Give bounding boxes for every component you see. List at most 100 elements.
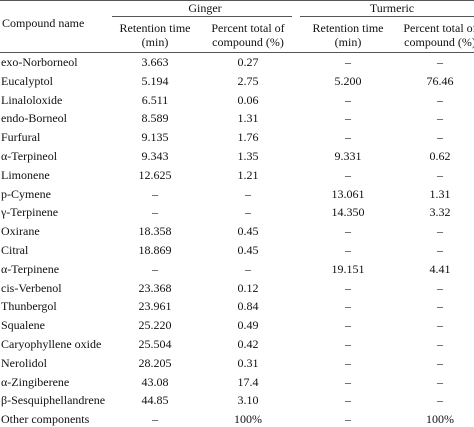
cell-value: 23.961 (138, 299, 172, 314)
compound-name: Linaloloxide (1, 92, 63, 107)
cell-value: 9.343 (141, 149, 169, 163)
top-rule (0, 0, 474, 1)
cell-value: – (437, 393, 443, 408)
cell-value: 0.84 (237, 299, 259, 314)
compound-name: α-Terpineol (1, 149, 58, 163)
cell-value: – (345, 55, 351, 69)
compound-name: Furfural (1, 130, 41, 145)
cell-value: – (152, 186, 158, 201)
cell-value: – (345, 355, 351, 370)
cell-value: 5.194 (141, 73, 169, 88)
column-header: (min) (141, 35, 169, 49)
cell-value: – (345, 393, 351, 408)
cell-value: 9.135 (141, 130, 169, 145)
cell-value: – (437, 92, 443, 107)
column-header: Percent total of (211, 21, 285, 35)
cell-value: – (437, 337, 443, 351)
compound-name: p-Cymene (1, 186, 51, 201)
compound-name: α-Zingiberene (1, 374, 70, 389)
cell-value: 43.08 (141, 374, 169, 389)
compound-name: Squalene (1, 318, 45, 333)
cell-value: 23.368 (138, 280, 172, 295)
cell-value: – (345, 111, 351, 126)
compound-name: Caryophyllene oxide (1, 337, 102, 351)
cell-value: – (245, 186, 251, 201)
cell-value: 1.35 (237, 149, 259, 163)
cell-value: 25.220 (138, 318, 172, 333)
cell-value: 28.205 (138, 355, 172, 370)
compound-name: β-Sesquiphellandrene (1, 393, 106, 408)
cell-value: – (152, 261, 158, 276)
cell-value: 1.76 (237, 130, 259, 145)
cell-value: 0.31 (237, 355, 259, 370)
compound-name: cis-Verbenol (1, 280, 62, 295)
cell-value: – (345, 167, 351, 182)
cell-value: – (345, 243, 351, 257)
compound-name: Nerolidol (1, 355, 47, 370)
cell-value: 0.27 (237, 55, 259, 69)
column-header: (min) (334, 35, 362, 49)
cell-value: 0.62 (429, 149, 451, 163)
cell-value: 3.663 (141, 55, 169, 69)
cell-value: 1.31 (237, 111, 259, 126)
cell-value: – (345, 130, 351, 145)
cell-value: – (345, 299, 351, 314)
cell-value: – (345, 412, 351, 427)
compound-name: endo-Borneol (1, 111, 67, 126)
cell-value: 13.061 (331, 186, 365, 201)
cell-value: 6.511 (141, 92, 169, 107)
cell-value: 0.45 (237, 224, 259, 239)
compound-name: exo-Norborneol (1, 55, 78, 69)
cell-value: 76.46 (426, 73, 454, 88)
header-rule (0, 52, 474, 53)
cell-value: 1.31 (429, 186, 451, 201)
cell-value: 14.350 (331, 205, 365, 220)
compound-name: γ-Terpinene (1, 205, 59, 220)
cell-value: – (437, 280, 443, 295)
cell-value: 25.504 (138, 337, 172, 351)
cell-value: – (345, 92, 351, 107)
cell-value: – (437, 130, 443, 145)
cell-value: 3.32 (429, 205, 451, 220)
cell-value: 17.4 (237, 374, 259, 389)
cell-value: 0.42 (237, 337, 259, 351)
cell-value: 0.49 (237, 318, 259, 333)
cell-value: – (345, 337, 351, 351)
cell-value: 0.45 (237, 243, 259, 257)
cell-value: 0.06 (237, 92, 259, 107)
cell-value: – (437, 111, 443, 126)
cell-value: – (345, 224, 351, 239)
cell-value: 18.869 (138, 243, 172, 257)
column-header: Retention time (119, 21, 191, 35)
cell-value: 1.21 (237, 167, 259, 182)
column-header: Percent total of (403, 21, 474, 35)
cell-value: – (437, 374, 443, 389)
cell-value: 9.331 (334, 149, 362, 163)
cell-value: 44.85 (141, 393, 169, 408)
cell-value: 12.625 (138, 167, 172, 182)
compound-name: Other components (1, 412, 90, 427)
compound-name: Citral (1, 243, 29, 257)
cell-value: 100% (234, 412, 262, 427)
cell-value: 3.10 (237, 393, 259, 408)
cell-value: – (345, 318, 351, 333)
cell-value: 5.200 (334, 73, 362, 88)
cell-value: – (345, 374, 351, 389)
cell-value: 100% (426, 412, 454, 427)
compound-name: Limonene (1, 167, 50, 182)
group-rule (300, 16, 474, 17)
cell-value: – (437, 55, 443, 69)
cell-value: 0.12 (237, 280, 259, 295)
cell-value: – (245, 205, 251, 220)
cell-value: – (152, 412, 158, 427)
cell-value: – (152, 205, 158, 220)
compound-name: Oxirane (1, 224, 40, 239)
group-header: Turmeric (369, 1, 415, 15)
cell-value: 8.589 (141, 111, 169, 126)
cell-value: – (245, 261, 251, 276)
group-rule (112, 16, 292, 17)
column-header: compound (%) (404, 35, 474, 49)
cell-value: 4.41 (429, 261, 451, 276)
column-header: compound (%) (212, 35, 284, 49)
